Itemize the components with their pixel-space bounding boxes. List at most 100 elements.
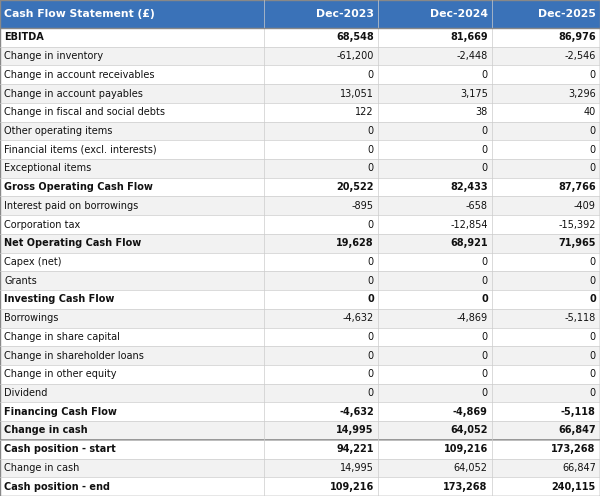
Text: Change in cash: Change in cash bbox=[4, 463, 80, 473]
Text: 173,268: 173,268 bbox=[551, 444, 596, 454]
Text: 0: 0 bbox=[590, 145, 596, 155]
Text: Change in fiscal and social debts: Change in fiscal and social debts bbox=[4, 107, 165, 117]
Text: 0: 0 bbox=[590, 276, 596, 286]
Bar bbox=[492, 459, 600, 477]
Bar bbox=[492, 252, 600, 271]
Bar bbox=[0, 252, 264, 271]
Bar bbox=[0, 122, 264, 140]
Text: 81,669: 81,669 bbox=[450, 32, 488, 42]
Bar bbox=[492, 65, 600, 84]
Text: 71,965: 71,965 bbox=[558, 238, 596, 248]
Text: 0: 0 bbox=[482, 145, 488, 155]
Text: 0: 0 bbox=[482, 163, 488, 174]
Bar bbox=[378, 122, 492, 140]
Text: 0: 0 bbox=[368, 388, 374, 398]
Bar bbox=[378, 84, 492, 103]
Bar bbox=[492, 28, 600, 47]
Text: Net Operating Cash Flow: Net Operating Cash Flow bbox=[4, 238, 142, 248]
Bar bbox=[264, 477, 378, 496]
Text: 64,052: 64,052 bbox=[454, 463, 488, 473]
Bar bbox=[0, 346, 264, 365]
Text: 0: 0 bbox=[482, 126, 488, 136]
Text: 0: 0 bbox=[481, 295, 488, 305]
Bar bbox=[378, 309, 492, 327]
Text: Cash position - end: Cash position - end bbox=[4, 482, 110, 492]
Text: 66,847: 66,847 bbox=[562, 463, 596, 473]
Text: -895: -895 bbox=[352, 201, 374, 211]
Bar bbox=[492, 103, 600, 122]
Bar bbox=[0, 178, 264, 196]
Text: Change in share capital: Change in share capital bbox=[4, 332, 120, 342]
Text: 0: 0 bbox=[368, 145, 374, 155]
Bar bbox=[264, 421, 378, 440]
Text: Exceptional items: Exceptional items bbox=[4, 163, 91, 174]
Bar bbox=[0, 28, 264, 47]
Text: Change in account receivables: Change in account receivables bbox=[4, 70, 155, 80]
Bar bbox=[378, 327, 492, 346]
Text: 0: 0 bbox=[368, 370, 374, 379]
Bar bbox=[378, 384, 492, 402]
Text: -4,632: -4,632 bbox=[343, 313, 374, 323]
Text: 240,115: 240,115 bbox=[551, 482, 596, 492]
Text: -61,200: -61,200 bbox=[337, 51, 374, 61]
Text: 0: 0 bbox=[368, 163, 374, 174]
Bar bbox=[378, 440, 492, 459]
Bar bbox=[0, 47, 264, 65]
Bar bbox=[492, 346, 600, 365]
Text: 0: 0 bbox=[482, 370, 488, 379]
Bar bbox=[492, 0, 600, 28]
Text: Other operating items: Other operating items bbox=[4, 126, 113, 136]
Bar bbox=[264, 140, 378, 159]
Bar bbox=[0, 290, 264, 309]
Bar bbox=[0, 0, 264, 28]
Bar bbox=[378, 28, 492, 47]
Bar bbox=[264, 327, 378, 346]
Bar bbox=[264, 159, 378, 178]
Bar bbox=[264, 215, 378, 234]
Text: Corporation tax: Corporation tax bbox=[4, 220, 80, 230]
Text: Dec-2023: Dec-2023 bbox=[316, 9, 374, 19]
Bar bbox=[264, 271, 378, 290]
Text: 94,221: 94,221 bbox=[337, 444, 374, 454]
Bar bbox=[0, 440, 264, 459]
Bar bbox=[492, 178, 600, 196]
Bar bbox=[264, 103, 378, 122]
Text: -12,854: -12,854 bbox=[450, 220, 488, 230]
Bar bbox=[264, 234, 378, 252]
Bar bbox=[264, 47, 378, 65]
Bar bbox=[492, 327, 600, 346]
Text: 0: 0 bbox=[590, 388, 596, 398]
Text: Grants: Grants bbox=[4, 276, 37, 286]
Text: Capex (net): Capex (net) bbox=[4, 257, 62, 267]
Text: Dec-2024: Dec-2024 bbox=[430, 9, 488, 19]
Bar bbox=[264, 28, 378, 47]
Text: 0: 0 bbox=[368, 351, 374, 361]
Bar bbox=[378, 477, 492, 496]
Bar bbox=[0, 65, 264, 84]
Text: 0: 0 bbox=[482, 332, 488, 342]
Bar bbox=[264, 84, 378, 103]
Text: 87,766: 87,766 bbox=[558, 182, 596, 192]
Text: 173,268: 173,268 bbox=[443, 482, 488, 492]
Bar bbox=[378, 103, 492, 122]
Text: 0: 0 bbox=[368, 220, 374, 230]
Text: -4,869: -4,869 bbox=[457, 313, 488, 323]
Bar bbox=[378, 271, 492, 290]
Text: 82,433: 82,433 bbox=[450, 182, 488, 192]
Bar bbox=[0, 421, 264, 440]
Text: -2,546: -2,546 bbox=[565, 51, 596, 61]
Text: 0: 0 bbox=[482, 70, 488, 80]
Bar bbox=[0, 140, 264, 159]
Text: 109,216: 109,216 bbox=[443, 444, 488, 454]
Bar bbox=[492, 159, 600, 178]
Bar bbox=[378, 421, 492, 440]
Bar bbox=[492, 196, 600, 215]
Text: 122: 122 bbox=[355, 107, 374, 117]
Bar bbox=[264, 252, 378, 271]
Bar bbox=[264, 65, 378, 84]
Text: 0: 0 bbox=[482, 351, 488, 361]
Text: 64,052: 64,052 bbox=[450, 426, 488, 435]
Text: 0: 0 bbox=[590, 126, 596, 136]
Text: 40: 40 bbox=[584, 107, 596, 117]
Bar bbox=[264, 196, 378, 215]
